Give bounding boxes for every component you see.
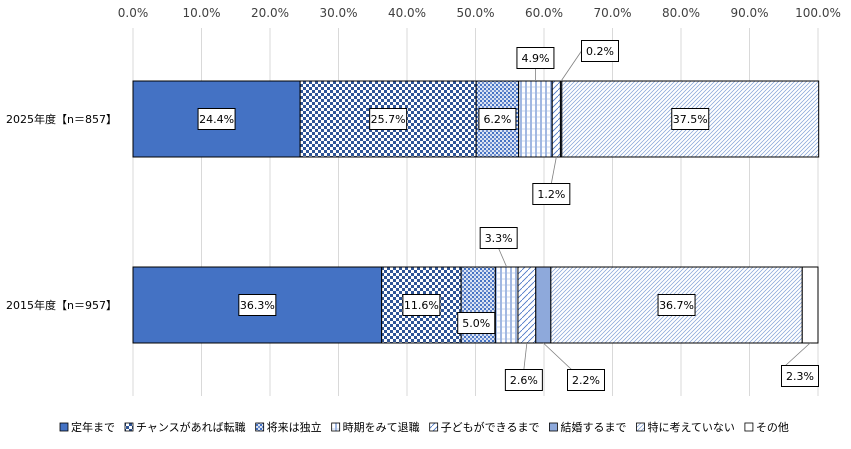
label-leader-line — [543, 342, 572, 370]
data-label: 11.6% — [404, 299, 439, 312]
category-label: 2015年度【n＝957】 — [6, 298, 117, 312]
data-label: 6.2% — [483, 113, 511, 126]
data-label: 4.9% — [521, 52, 549, 65]
label-leader-line — [498, 248, 508, 268]
data-label-box — [238, 294, 277, 316]
x-tick-label: 0.0% — [118, 6, 149, 20]
label-leader-line — [550, 156, 557, 184]
data-label: 36.7% — [659, 299, 694, 312]
data-label: 2.2% — [572, 374, 600, 387]
bar-segment — [801, 266, 819, 344]
x-tick-label: 60.0% — [525, 6, 563, 20]
data-label-box — [479, 227, 518, 249]
x-tick-label: 40.0% — [388, 6, 426, 20]
data-label-box — [402, 294, 441, 316]
bar-segment — [494, 266, 519, 344]
bar-segment — [518, 80, 553, 158]
data-label-box — [532, 183, 571, 205]
legend-label: 結婚するまで — [560, 420, 626, 434]
data-label-box — [567, 369, 605, 391]
x-tick-label: 80.0% — [662, 6, 700, 20]
data-labels: 24.4% 25.7% 6.2% 4.9% 1.2% 0.2% 37.5% 36.3% 11.6… — [197, 40, 819, 391]
data-label: 2.6% — [510, 374, 538, 387]
data-label-box — [581, 40, 619, 62]
data-label-box — [504, 369, 543, 391]
data-label: 2.3% — [786, 370, 814, 383]
legend-label: 特に考えていない — [647, 420, 734, 434]
legend-label: 定年まで — [71, 420, 115, 434]
legend-swatch — [429, 422, 439, 432]
label-leader-line — [560, 50, 582, 82]
legend-swatch — [124, 422, 134, 432]
data-label: 1.2% — [537, 188, 565, 201]
data-label-box — [478, 108, 517, 130]
legend: 定年まで チャンスがあれば転職 将来は独立 時期をみて退職 子どもができるまで 結婚するま… — [59, 420, 789, 434]
bar-segment — [517, 266, 537, 344]
x-tick-label: 10.0% — [182, 6, 220, 20]
x-tick-label: 30.0% — [319, 6, 357, 20]
label-leader-line — [785, 342, 811, 366]
data-label: 25.7% — [371, 113, 406, 126]
data-label: 36.3% — [240, 299, 275, 312]
data-label-box — [657, 294, 696, 316]
legend-swatch — [255, 422, 265, 432]
x-tick-label: 100.0% — [795, 6, 841, 20]
data-label: 5.0% — [462, 317, 490, 330]
legend-swatch — [744, 422, 754, 432]
category-labels: 2025年度【n＝857】 2015年度【n＝957】 — [6, 112, 117, 312]
legend-label: チャンスがあれば転職 — [136, 420, 246, 434]
category-label: 2025年度【n＝857】 — [6, 112, 117, 126]
data-label-box — [671, 108, 710, 130]
data-label-box — [516, 47, 555, 69]
data-label: 3.3% — [485, 232, 513, 245]
x-tick-label: 70.0% — [593, 6, 631, 20]
data-label: 37.5% — [673, 113, 708, 126]
data-label: 0.2% — [586, 45, 614, 58]
x-axis-ticks: 0.0% 10.0% 20.0% 30.0% 40.0% 50.0% 60.0% 70.0% 8… — [118, 6, 841, 20]
legend-label: 将来は独立 — [267, 420, 322, 434]
label-leader-line — [523, 342, 528, 370]
data-label-box — [457, 312, 496, 334]
legend-swatch — [59, 422, 69, 432]
data-label-box — [781, 365, 819, 387]
legend-swatch — [636, 422, 645, 432]
legend-label: その他 — [756, 421, 789, 434]
x-tick-label: 20.0% — [251, 6, 289, 20]
legend-label: 子どもができるまで — [441, 420, 540, 434]
legend-swatch — [549, 422, 558, 432]
data-label-box — [197, 108, 236, 130]
legend-label: 時期をみて退職 — [343, 421, 420, 434]
data-label-box — [369, 108, 408, 130]
x-tick-label: 50.0% — [456, 6, 494, 20]
x-tick-label: 90.0% — [730, 6, 768, 20]
bar-segment — [535, 266, 552, 344]
legend-swatch — [331, 422, 341, 432]
data-label: 24.4% — [199, 113, 234, 126]
bar-segment — [551, 80, 561, 158]
